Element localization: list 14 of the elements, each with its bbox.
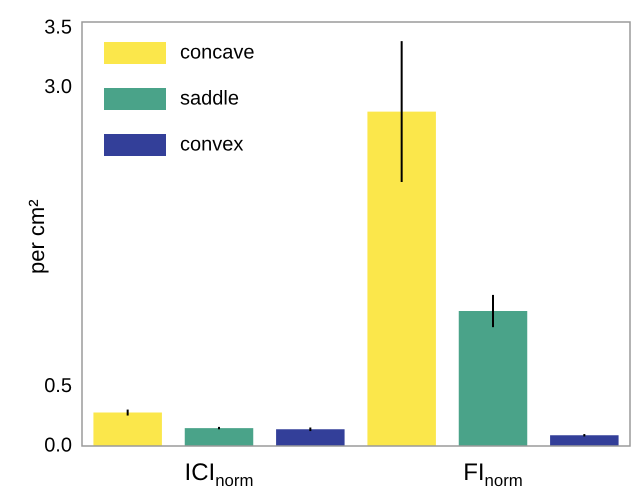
bar bbox=[93, 412, 162, 446]
bar bbox=[367, 112, 436, 446]
legend-label: concave bbox=[180, 42, 254, 64]
y-axis-title: per cm² bbox=[24, 199, 49, 274]
bar bbox=[276, 429, 345, 446]
y-tick-label: 3.5 bbox=[44, 16, 72, 38]
legend-label: convex bbox=[180, 134, 244, 156]
bar bbox=[184, 428, 254, 446]
legend-label: saddle bbox=[180, 88, 239, 110]
y-tick-label: 3.0 bbox=[44, 76, 72, 98]
bar bbox=[550, 435, 619, 446]
y-tick-label: 0.5 bbox=[44, 374, 72, 397]
bar bbox=[458, 311, 528, 446]
y-tick-label: 0.0 bbox=[44, 434, 72, 457]
